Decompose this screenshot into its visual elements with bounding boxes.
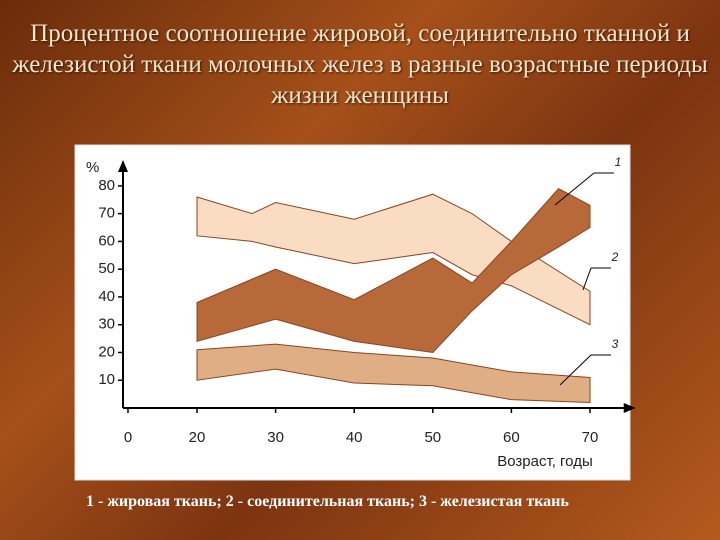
y-tick-label: 10	[98, 371, 115, 388]
y-tick-label: 50	[98, 260, 115, 277]
band	[196, 343, 591, 403]
x-tick-label: 20	[189, 429, 206, 446]
y-tick-label: 30	[98, 316, 115, 333]
series-pointer	[582, 267, 592, 291]
y-tick-label: 80	[98, 177, 115, 194]
x-tick-label: 70	[582, 429, 599, 446]
series-label: 3	[612, 337, 619, 351]
y-axis-arrow	[118, 160, 128, 172]
x-tick-label: 0	[124, 429, 132, 446]
x-axis-label: Возраст, годы	[497, 453, 592, 470]
y-axis-label: %	[86, 159, 99, 176]
slide-title: Процентное соотношение жировой, соединит…	[12, 20, 708, 109]
series-label: 2	[611, 250, 619, 264]
x-tick-label: 60	[503, 429, 520, 446]
x-tick-label: 40	[346, 429, 363, 446]
x-tick-label: 50	[424, 429, 441, 446]
series-label: 1	[615, 155, 622, 169]
x-tick-label: 30	[267, 429, 284, 446]
y-tick-label: 70	[98, 205, 115, 222]
series-pointer	[554, 172, 595, 206]
legend-caption: 1 - жировая ткань; 2 - соединительная тк…	[86, 493, 569, 510]
band	[196, 188, 591, 354]
series-pointer	[559, 354, 592, 386]
y-tick-label: 20	[98, 343, 115, 360]
x-axis-arrow	[623, 403, 636, 413]
y-tick-label: 40	[98, 288, 115, 305]
plot-background	[74, 144, 631, 481]
band	[196, 193, 591, 326]
y-tick-label: 60	[98, 232, 115, 249]
